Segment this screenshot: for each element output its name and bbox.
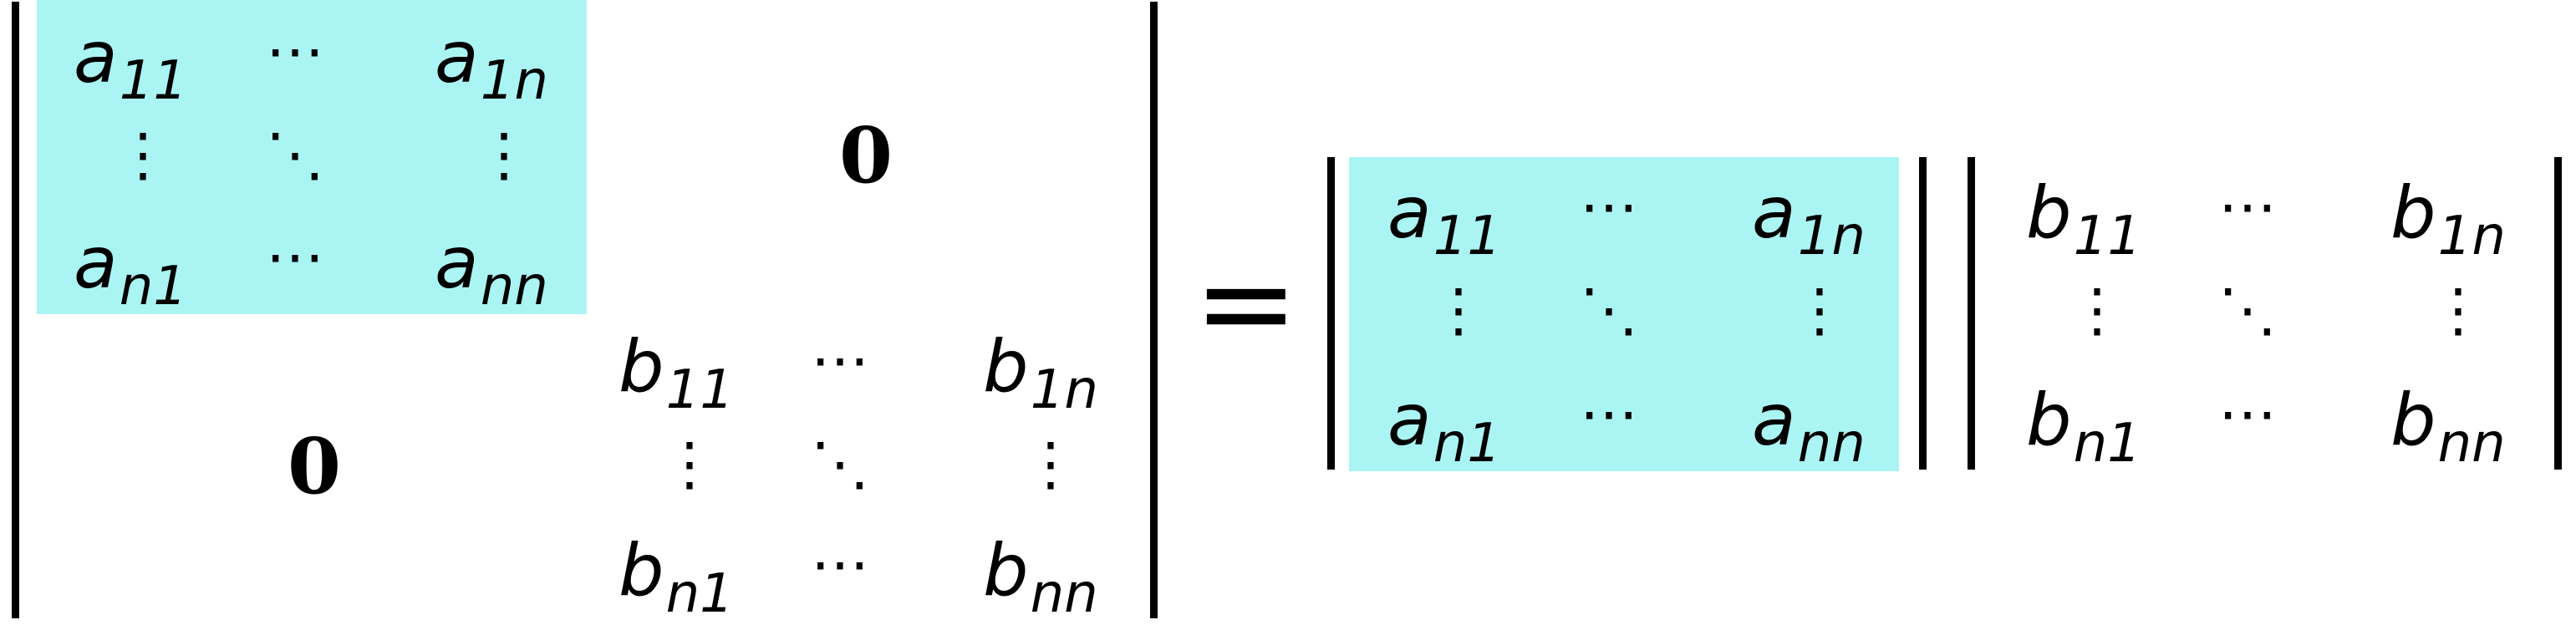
ann-entry: ann	[1752, 379, 1866, 475]
ddots: ⋱	[2218, 276, 2277, 344]
bnn-entry: bnn	[983, 529, 1098, 625]
left-det-bar-left	[12, 2, 19, 618]
b1n-entry: b1n	[983, 325, 1098, 421]
ddots: ⋱	[811, 429, 869, 498]
ddots: ⋱	[266, 120, 324, 189]
a1n-entry: a1n	[1752, 171, 1866, 267]
equals-sign: =	[1194, 231, 1299, 376]
hdots: ⋯	[2218, 172, 2285, 241]
det-a-bar-right	[1919, 157, 1927, 470]
det-a-bar-left	[1327, 157, 1335, 470]
bnn-entry: bnn	[2390, 379, 2506, 475]
vdots: ⋮	[1021, 429, 1080, 498]
vdots: ⋮	[475, 120, 533, 189]
a-block-highlight	[37, 0, 587, 314]
vdots: ⋮	[1429, 276, 1488, 344]
hdots: ⋯	[811, 530, 878, 598]
hdots: ⋯	[266, 17, 333, 85]
det-a-highlight	[1349, 157, 1899, 471]
hdots: ⋯	[266, 222, 333, 291]
vdots: ⋮	[2429, 276, 2487, 344]
det-b-bar-left	[1968, 157, 1975, 470]
zero-block-bottom-left: 0	[288, 421, 342, 511]
vdots: ⋮	[114, 120, 172, 189]
hdots: ⋯	[811, 326, 878, 394]
det-b-bar-right	[2554, 157, 2562, 470]
hdots: ⋯	[1580, 172, 1647, 241]
b11-entry: b11	[619, 325, 735, 421]
an1-entry: an1	[1387, 379, 1501, 475]
hdots: ⋯	[2218, 379, 2285, 448]
vdots: ⋮	[1790, 276, 1849, 344]
hdots: ⋯	[1580, 379, 1647, 448]
bn1-entry: bn1	[619, 529, 734, 625]
b1n-entry: b1n	[2390, 171, 2506, 267]
a1n-entry: a1n	[435, 16, 548, 112]
a11-entry: a11	[74, 16, 188, 112]
b11-entry: b11	[2026, 171, 2142, 267]
a11-entry: a11	[1387, 171, 1502, 267]
ddots: ⋱	[1580, 276, 1638, 344]
vdots: ⋮	[2068, 276, 2126, 344]
left-det-bar-right	[1150, 2, 1158, 618]
ann-entry: ann	[435, 221, 548, 318]
an1-entry: an1	[74, 221, 187, 318]
zero-block-top-right: 0	[839, 110, 893, 201]
bn1-entry: bn1	[2026, 379, 2141, 475]
vdots: ⋮	[660, 429, 719, 498]
